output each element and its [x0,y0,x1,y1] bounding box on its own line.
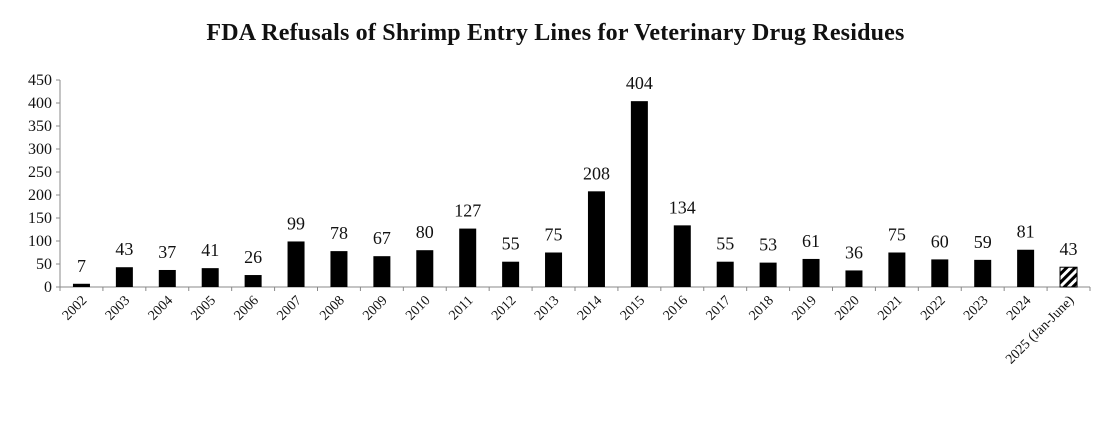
bar [1059,266,1078,288]
x-tick-label: 2020 [832,293,862,323]
data-label: 7 [77,256,86,276]
data-label: 208 [583,163,610,183]
bar [974,259,992,287]
data-label: 78 [330,223,348,243]
data-label: 99 [287,213,305,233]
data-label: 55 [502,234,520,254]
bar [545,252,563,287]
x-tick-label: 2022 [918,293,948,323]
y-tick-label: 50 [36,256,52,273]
x-tick-label: 2023 [961,293,991,323]
data-label: 127 [454,201,481,221]
bar [502,261,520,287]
y-tick-label: 150 [28,210,52,227]
x-tick-label: 2014 [575,293,605,323]
data-label: 37 [158,242,176,262]
data-label: 81 [1017,222,1035,242]
data-label: 134 [669,197,696,217]
y-tick-label: 200 [28,187,52,204]
bar [158,269,176,287]
y-tick-label: 400 [28,95,52,112]
data-label: 75 [545,225,563,245]
bar [1017,249,1035,287]
bar [459,228,477,287]
data-label: 75 [888,225,906,245]
bar [716,261,734,287]
data-label: 61 [802,231,820,251]
x-tick-label: 2010 [403,293,433,323]
x-tick-label: 2011 [446,293,476,323]
x-tick-label: 2012 [489,293,519,323]
bar [115,267,133,287]
data-label: 80 [416,222,434,242]
bar [72,283,90,287]
x-tick-label: 2018 [747,293,777,323]
bar [373,256,391,287]
x-tick-label: 2004 [146,293,176,323]
data-label: 55 [716,234,734,254]
bar [845,270,863,287]
bar [759,262,777,287]
x-tick-label: 2007 [274,293,304,323]
data-label: 43 [115,239,133,259]
x-tick-label: 2002 [60,293,90,323]
bar [587,191,605,287]
x-tick-label: 2021 [875,293,905,323]
bar [201,268,219,287]
data-label: 36 [845,242,863,262]
bar [330,251,348,287]
y-tick-label: 450 [28,72,52,89]
data-label: 41 [201,240,219,260]
x-tick-label: 2019 [789,293,819,323]
y-tick-label: 100 [28,233,52,250]
y-tick-label: 300 [28,141,52,158]
bar [673,225,691,287]
x-tick-label: 2008 [317,293,347,323]
x-tick-label: 2006 [232,293,262,323]
x-tick-label: 2017 [704,293,734,323]
y-tick-label: 0 [44,279,52,296]
x-tick-label: 2016 [661,293,691,323]
data-label: 59 [974,232,992,252]
bar [630,101,648,287]
bar [888,252,906,287]
data-label: 26 [244,247,262,267]
x-tick-label: 2009 [360,293,390,323]
x-tick-label: 2003 [103,293,133,323]
bar [931,259,949,287]
data-label: 67 [373,228,391,248]
data-label: 53 [759,235,777,255]
data-label: 60 [931,231,949,251]
y-tick-label: 350 [28,118,52,135]
bar [802,258,820,287]
x-tick-label: 2005 [189,293,219,323]
bar [244,275,262,287]
bar [416,250,434,287]
chart-title: FDA Refusals of Shrimp Entry Lines for V… [206,20,905,46]
x-tick-label: 2013 [532,293,562,323]
y-tick-label: 250 [28,164,52,181]
bar [287,241,305,287]
data-label: 43 [1060,239,1078,259]
x-tick-label: 2015 [618,293,648,323]
data-label: 404 [626,73,653,93]
x-tick-label: 2024 [1004,293,1034,323]
